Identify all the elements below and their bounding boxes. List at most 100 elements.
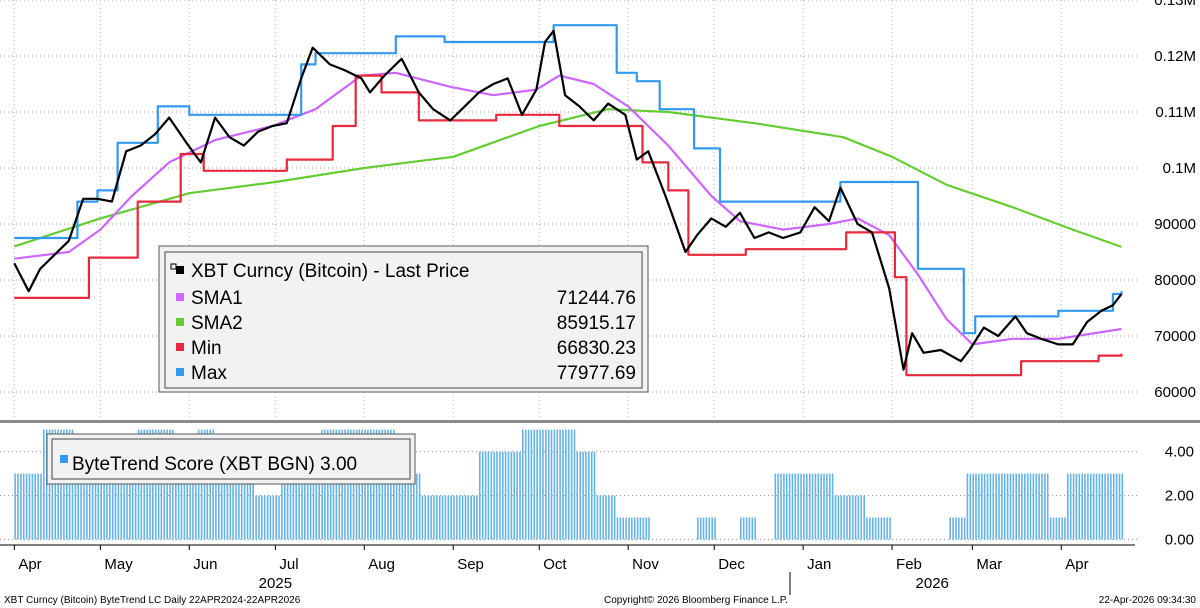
score-bar [562, 429, 564, 540]
score-bar [203, 429, 206, 540]
score-bar [1072, 473, 1075, 540]
score-bar [381, 429, 384, 540]
score-bar [565, 429, 567, 540]
score-bar [539, 429, 541, 540]
score-bar [981, 473, 983, 540]
score-bar [384, 429, 386, 540]
score-bar [212, 429, 214, 540]
score-bar [645, 517, 647, 540]
score-bar [780, 473, 782, 540]
score-bar [272, 495, 275, 540]
score-bar [261, 495, 263, 540]
score-bar [969, 473, 972, 540]
score-bar [120, 473, 123, 540]
score-bar [220, 473, 223, 540]
score-bar [1104, 473, 1106, 540]
score-bar [1101, 473, 1103, 540]
score-bar [794, 473, 797, 540]
score-bar [183, 473, 186, 540]
score-bar [958, 517, 960, 540]
score-bar [874, 517, 877, 540]
score-bar [404, 473, 406, 540]
score-bar [502, 451, 504, 540]
score-bar [774, 473, 777, 540]
score-bar [278, 495, 280, 540]
score-bar [840, 495, 842, 540]
score-bar [811, 473, 814, 540]
score-bar [585, 451, 587, 540]
score-bar [702, 517, 705, 540]
score-bar [1029, 473, 1032, 540]
score-bar [1090, 473, 1092, 540]
score-bar [711, 517, 713, 540]
score-bar [453, 495, 455, 540]
price-tick-label: 0.1M [1163, 160, 1196, 177]
score-bar [88, 473, 91, 540]
score-bar [407, 473, 409, 540]
score-bar [783, 473, 785, 540]
price-legend-inner-border [164, 251, 643, 389]
price-tick-label: 60000 [1154, 384, 1196, 401]
score-bar [458, 495, 461, 540]
score-bar [613, 495, 616, 540]
score-bar [275, 495, 277, 540]
score-bar [823, 473, 825, 540]
score-bar [567, 429, 570, 540]
score-bar [983, 473, 986, 540]
score-bar [235, 473, 237, 540]
score-bar [869, 517, 871, 540]
score-bar [329, 429, 332, 540]
score-bar [218, 473, 220, 540]
score-bar [37, 473, 39, 540]
score-bar [1015, 473, 1017, 540]
score-bar [54, 429, 57, 540]
score-bar [166, 429, 168, 540]
score-bar [341, 429, 343, 540]
score-bar [476, 495, 478, 540]
price-series-group [13, 24, 1123, 377]
score-bar [281, 473, 283, 540]
chart-footer: XBT Curncy (Bitcoin) ByteTrend LC Daily … [4, 595, 1196, 606]
score-bar [152, 429, 154, 540]
score-bar [269, 495, 272, 540]
score-bar [1032, 473, 1035, 540]
score-bar [370, 429, 372, 540]
score-bar [410, 473, 412, 540]
score-bar [421, 495, 424, 540]
score-bar [493, 451, 495, 540]
score-bar [886, 517, 888, 540]
score-bar [883, 517, 886, 540]
score-bar [507, 451, 510, 540]
legend-series-name: Min [191, 338, 222, 359]
score-bar [86, 473, 88, 540]
score-bar [519, 451, 521, 540]
score-bar [1084, 473, 1086, 540]
score-bar [80, 473, 82, 540]
score-bar [1067, 473, 1069, 540]
legend-swatch-price [176, 266, 184, 274]
score-bar [25, 473, 28, 540]
legend-series-name: SMA2 [191, 313, 243, 334]
score-bar [1049, 517, 1052, 540]
sma2-line [13, 108, 1122, 248]
year-label: 2026 [916, 575, 949, 592]
score-bar [347, 429, 349, 540]
score-panel: 0.00 2.00 4.00 [0, 429, 1194, 549]
score-bar [745, 517, 748, 540]
score-bar [232, 473, 234, 540]
score-bar [547, 429, 550, 540]
score-bar [545, 429, 547, 540]
score-bar [378, 429, 381, 540]
legend-series-name: SMA1 [191, 288, 243, 309]
score-bar [699, 517, 702, 540]
score-bar [123, 473, 125, 540]
score-bar [229, 473, 232, 540]
footer-right: 22-Apr-2026 09:34:30 [1099, 595, 1197, 606]
score-bar [418, 473, 421, 540]
score-bar [393, 429, 395, 540]
score-bar [975, 473, 977, 540]
legend-series-value: 77977.69 [557, 363, 636, 384]
score-bar [324, 429, 326, 540]
score-bar [1046, 473, 1049, 540]
score-bar [48, 429, 51, 540]
